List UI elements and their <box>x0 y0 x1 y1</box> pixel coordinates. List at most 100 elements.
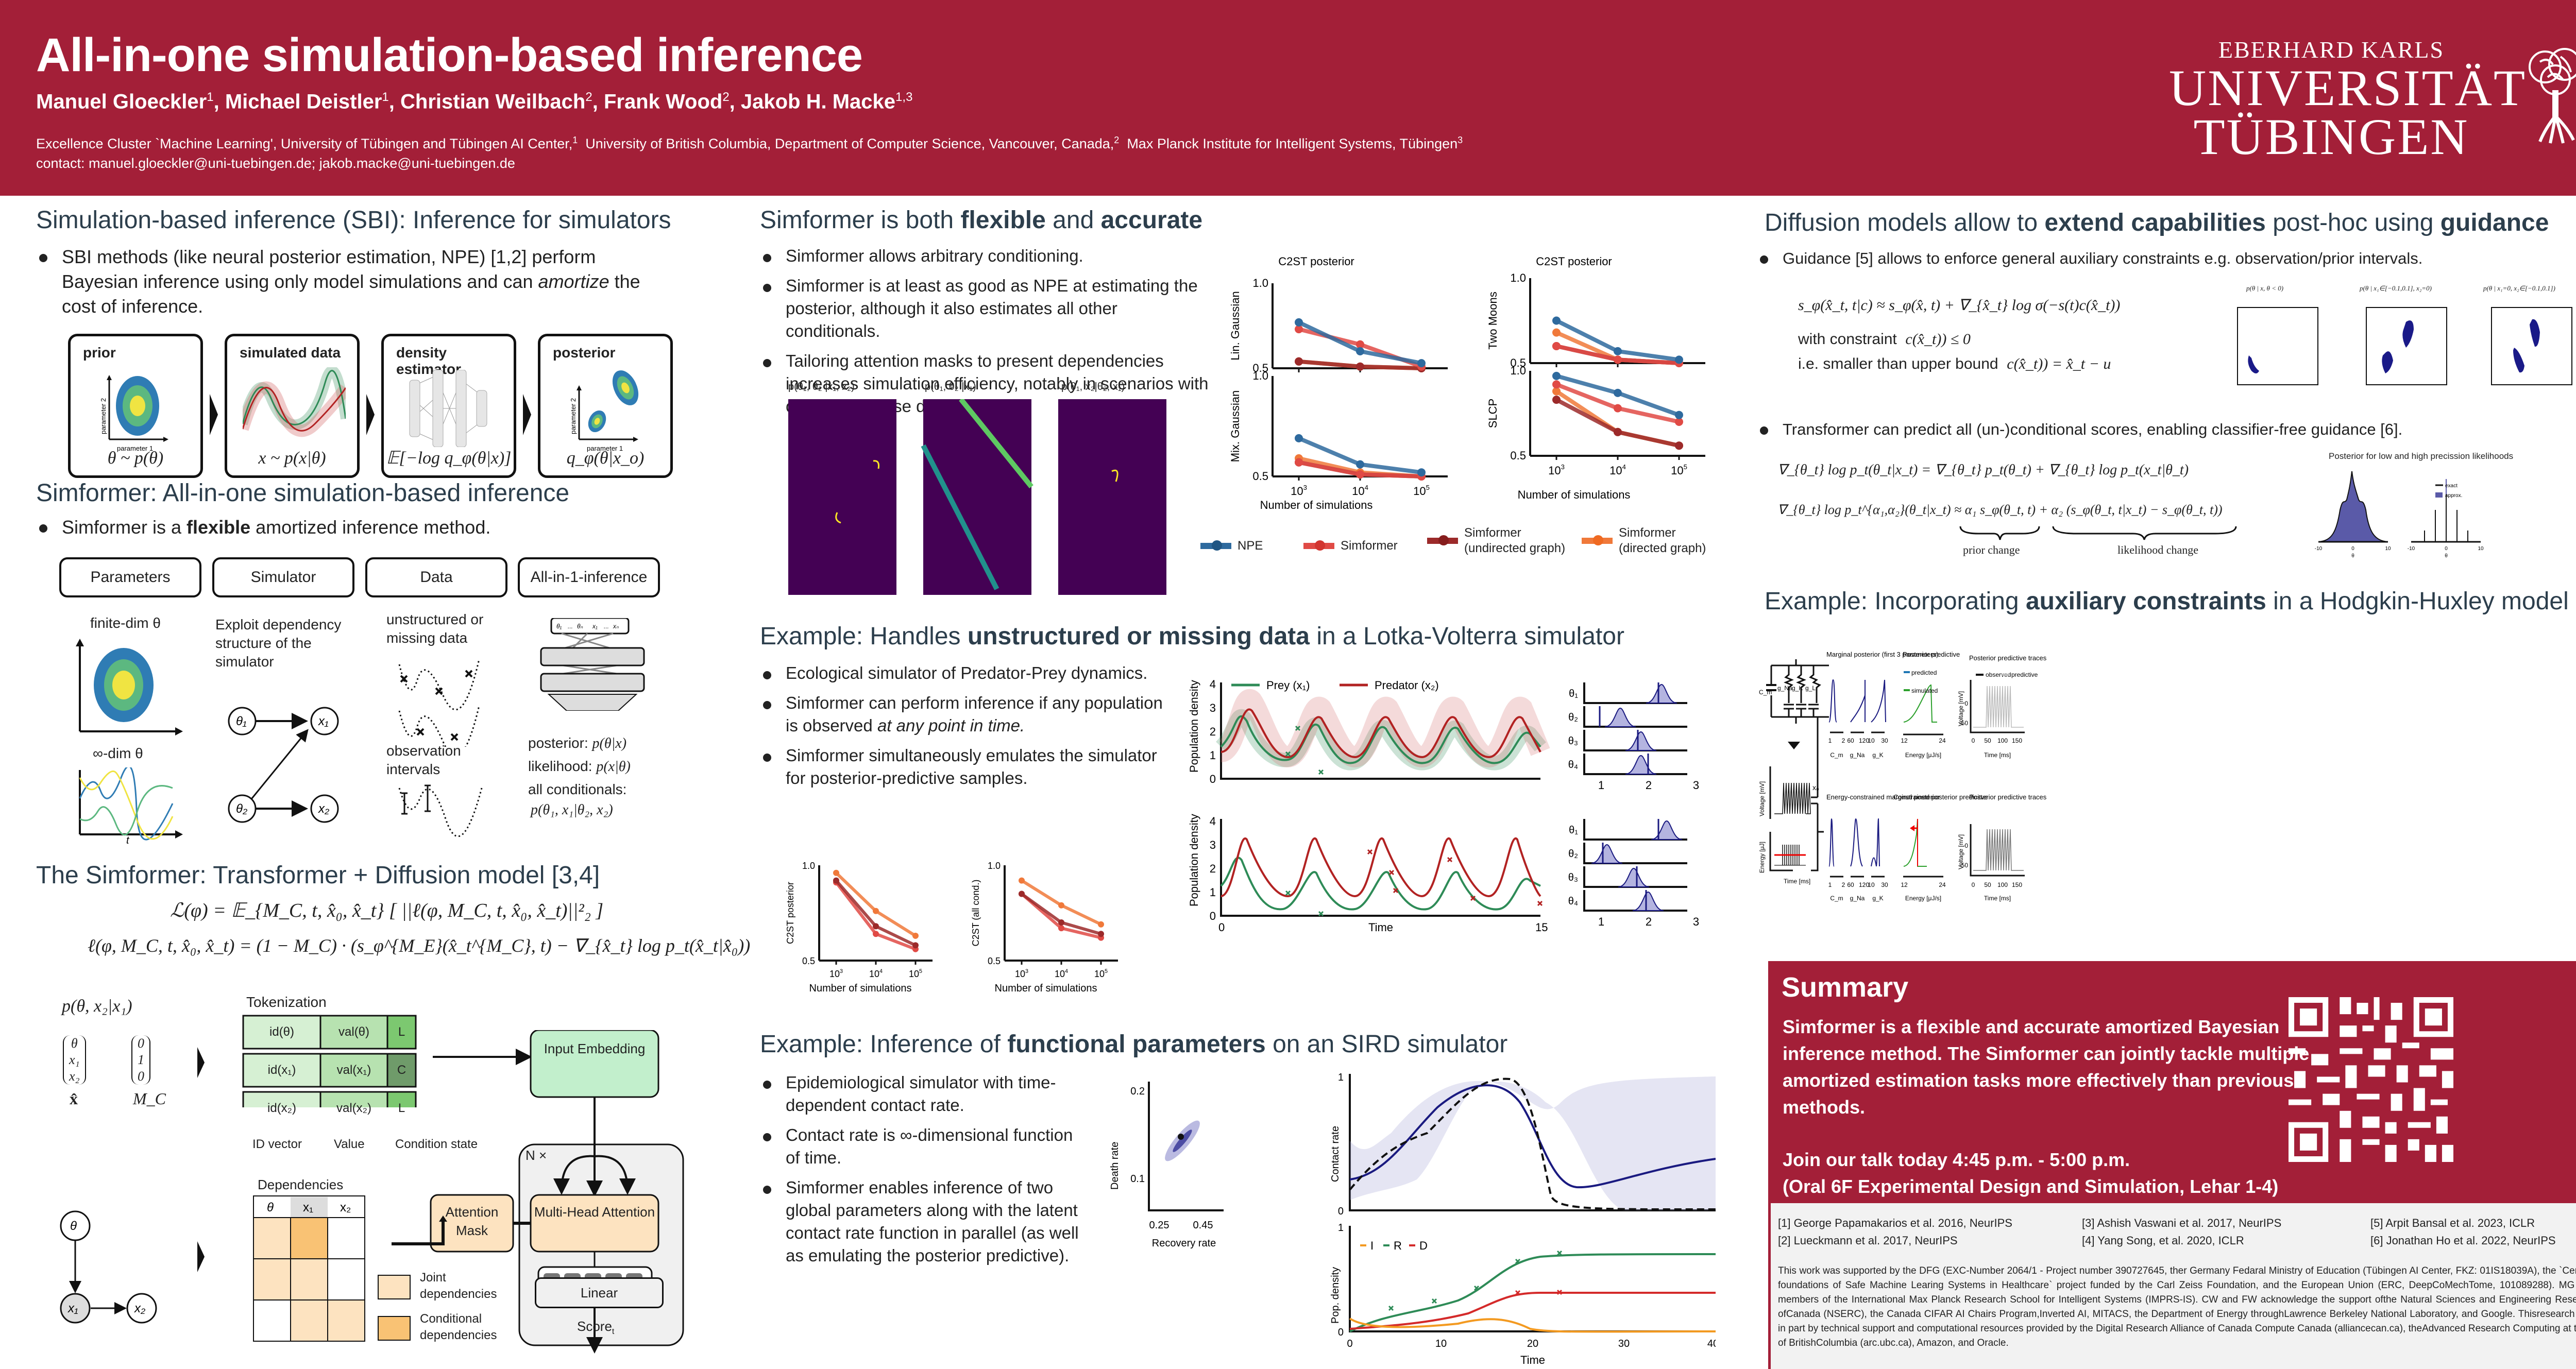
upper-bound-line: i.e. smaller than upper bound c(x̂_t)) =… <box>1798 355 2111 372</box>
data-point <box>1552 342 1561 350</box>
svg-text:θ₃: θ₃ <box>1568 735 1578 747</box>
svg-text:x₂: x₂ <box>318 802 329 816</box>
y-axis-label: C2ST (all cond.) <box>971 880 981 947</box>
svg-text:24: 24 <box>1939 737 1946 744</box>
qr-code-icon[interactable] <box>2289 997 2453 1162</box>
value-label: Value <box>334 1137 365 1151</box>
section-title-lv: Example: Handles unstructured or missing… <box>760 623 1624 650</box>
contact-emails[interactable]: contact: manuel.gloeckler@uni-tuebingen.… <box>36 156 515 171</box>
data-point <box>873 931 879 937</box>
sird-bullets: Epidemiological simulator with time-depe… <box>760 1071 1090 1274</box>
svg-text:10: 10 <box>1868 881 1875 888</box>
heatmap-1 <box>788 399 896 595</box>
pill-parameters: Parameters <box>59 557 201 597</box>
svg-text:2: 2 <box>1210 725 1216 738</box>
svg-text:3: 3 <box>1210 701 1216 714</box>
x-axis-label: Time <box>1368 921 1393 934</box>
svg-text:x₁: x₁ <box>67 1302 78 1315</box>
chart-panel: 0.5 1.0 103 104 105 C2ST posterior <box>785 861 933 979</box>
y-tick-label: 1.0 <box>802 861 815 871</box>
x-tick-label: 103 <box>1548 463 1565 477</box>
summary-body: Simformer is a flexible and accurate amo… <box>1783 1016 2310 1118</box>
bullet: Simformer is at least as good as NPE at … <box>760 275 1213 343</box>
svg-text:120: 120 <box>1859 881 1869 888</box>
data-point <box>1614 404 1622 413</box>
heatmap-2 <box>923 399 1031 595</box>
data-point <box>1552 316 1561 325</box>
author: Christian Weilbach <box>400 90 586 113</box>
svg-text:12: 12 <box>1901 737 1908 744</box>
svg-text:θ₁: θ₁ <box>1569 688 1578 699</box>
node-theta2 <box>228 794 257 823</box>
legend-i: I <box>1370 1239 1374 1252</box>
svg-text:24: 24 <box>1939 881 1946 888</box>
reference-item: [6] Jonathan Ho et al. 2022, NeurIPS <box>2370 1234 2556 1247</box>
theta-marginal: θ₃ <box>1568 866 1687 888</box>
svg-text:parameter 2: parameter 2 <box>569 398 577 434</box>
svg-text:Energy [μJ/s]: Energy [μJ/s] <box>1905 751 1941 759</box>
x-tick-label: 3 <box>1693 915 1699 928</box>
svg-text:Voltage [mV]: Voltage [mV] <box>1957 834 1964 869</box>
svg-text:g_K: g_K <box>1872 895 1883 902</box>
svg-text:C_m: C_m <box>1830 895 1843 902</box>
guidance-panel-title: p(θ | x₁=0, x₂∈[−0.1,0.1]) <box>2483 284 2555 292</box>
data-point <box>1058 902 1064 909</box>
bullet: Simformer enables inference of two globa… <box>760 1176 1090 1267</box>
guidance-bullet: Guidance [5] allows to enforce general a… <box>1757 246 2576 278</box>
likelihood-change-label: likelihood change <box>2117 543 2199 556</box>
contact-rate-mean <box>1349 1084 1716 1189</box>
n-times-label: N × <box>526 1148 547 1163</box>
svg-text:10: 10 <box>1868 737 1875 744</box>
section-title-model: The Simformer: Transformer + Diffusion m… <box>36 862 600 889</box>
data-point <box>1675 418 1683 426</box>
svg-text:θ₄: θ₄ <box>1568 759 1578 771</box>
author: Manuel Gloeckler <box>36 90 207 113</box>
guidance-panels <box>2237 307 2572 385</box>
svg-text:60: 60 <box>1847 737 1854 744</box>
x-axis-label: Number of simulations <box>1518 488 1631 501</box>
svg-text:50: 50 <box>1984 737 1991 744</box>
poster-title: All-in-one simulation-based inference <box>36 29 863 81</box>
missing-data-icon <box>398 659 480 747</box>
x-tick-label: 105 <box>1413 484 1430 498</box>
svg-text:x₂: x₂ <box>340 1201 351 1214</box>
dependency-graph: θ₁ θ₂ x₁ x₂ <box>228 707 339 823</box>
likelihood-label: likelihood: p(x|θ) <box>528 758 631 775</box>
svg-text:1: 1 <box>1210 749 1216 762</box>
data-point <box>1295 325 1303 334</box>
theta-marginal: θ₂ <box>1568 843 1687 864</box>
data-point <box>1295 458 1303 467</box>
infinite-dim-label: ∞-dim θ <box>93 745 143 761</box>
data-point <box>833 877 839 884</box>
panel-density-estimator: density estimator 𝔼[−log q_φ(θ|x)] <box>381 334 516 478</box>
legend-npe: NPE <box>1200 539 1263 553</box>
svg-text:t: t <box>126 835 130 845</box>
svg-text:x₁: x₁ <box>303 1201 313 1214</box>
tokenization-diagram <box>242 1015 417 1107</box>
x-tick-label: 104 <box>869 968 883 979</box>
legend-joint-swatch <box>378 1275 411 1299</box>
data-point <box>1614 427 1622 436</box>
svg-text:3: 3 <box>1210 838 1216 851</box>
svg-text:Voltage [mV]: Voltage [mV] <box>1957 691 1964 726</box>
y-axis-label: Population density <box>1188 814 1200 906</box>
svg-text:Time [ms]: Time [ms] <box>1784 878 1810 885</box>
references-box: [1] George Papamakarios et al. 2016, Neu… <box>1768 1203 2576 1369</box>
data-point <box>1675 355 1683 364</box>
simformer-bullets: Simformer is a flexible amortized infere… <box>36 515 670 547</box>
svg-text:...: ... <box>604 623 609 630</box>
svg-text:1: 1 <box>1828 881 1832 888</box>
pill-data: Data <box>365 557 507 597</box>
x-tick-label: 105 <box>1094 968 1108 979</box>
svg-text:10: 10 <box>1435 1338 1447 1349</box>
svg-text:100: 100 <box>1997 881 2008 888</box>
y-axis-label: Contact rate <box>1330 1126 1341 1182</box>
sird-charts: Death rate 0.1 0.2 0.25 0.45 Recovery ra… <box>1109 1072 1716 1366</box>
svg-text:Time [ms]: Time [ms] <box>1984 751 2011 759</box>
hist-title: Posterior for low and high precission li… <box>2329 451 2514 461</box>
c2st-charts: C2ST posterior C2ST posterior 0.51.0Lin.… <box>1229 255 1705 511</box>
data-point <box>1356 340 1364 349</box>
svg-text:0: 0 <box>1347 1338 1352 1349</box>
svg-text:observed: observed <box>1986 671 2011 678</box>
